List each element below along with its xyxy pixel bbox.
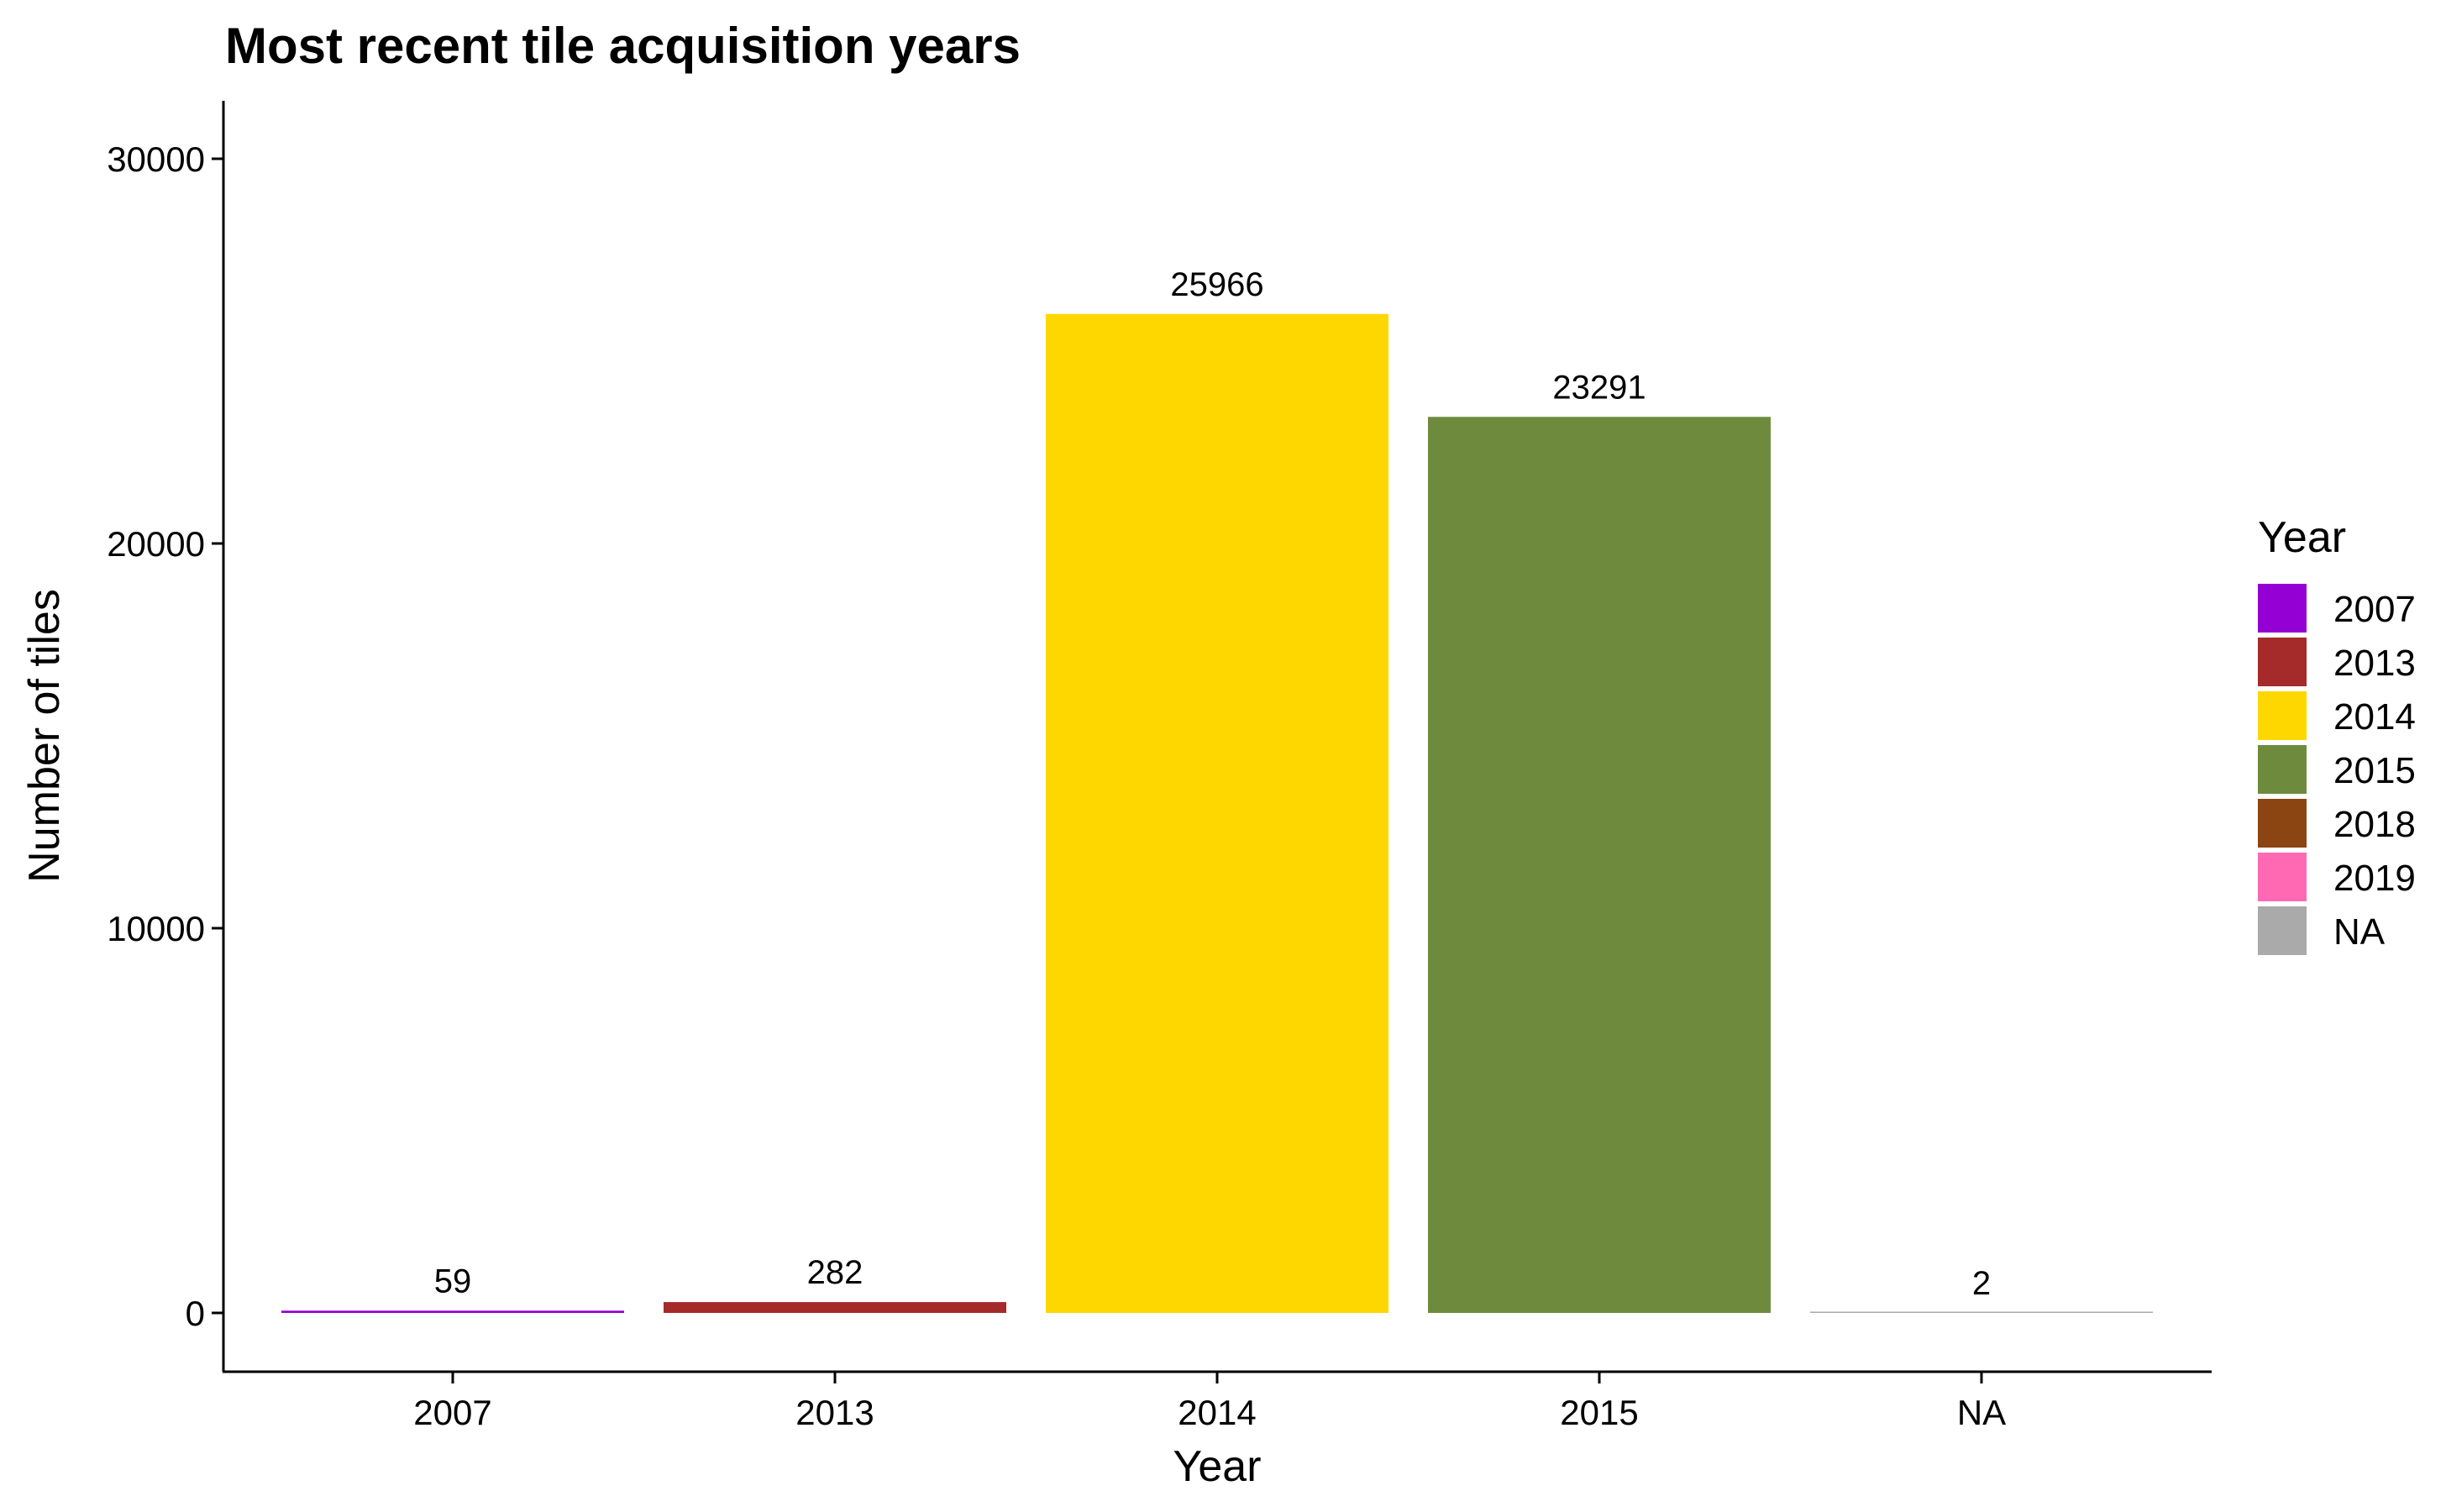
legend-label-2015: 2015 xyxy=(2333,750,2416,791)
chart-title: Most recent tile acquisition years xyxy=(225,18,1021,74)
x-tick-label-2014: 2014 xyxy=(1178,1393,1256,1432)
data-label-na: 2 xyxy=(1972,1265,1991,1302)
y-ticks: 0 10000 20000 30000 xyxy=(107,139,223,1333)
y-tick-label-0: 0 xyxy=(186,1294,205,1333)
data-label-2014: 25966 xyxy=(1170,266,1263,303)
legend-label-2013: 2013 xyxy=(2333,643,2416,684)
legend-swatch-2018 xyxy=(2258,799,2307,848)
y-tick-label-10000: 10000 xyxy=(107,909,205,948)
legend-swatch-2019 xyxy=(2258,853,2307,901)
legend-label-2014: 2014 xyxy=(2333,696,2416,738)
data-label-2015: 23291 xyxy=(1552,369,1646,406)
x-tick-label-na: NA xyxy=(1957,1393,2006,1432)
legend-swatch-2014 xyxy=(2258,691,2307,740)
bar-2014 xyxy=(1046,313,1388,1313)
data-label-2013: 282 xyxy=(807,1254,863,1291)
legend-label-na: NA xyxy=(2333,911,2386,953)
x-tick-label-2015: 2015 xyxy=(1560,1393,1638,1432)
y-axis-title: Number of tiles xyxy=(20,589,69,883)
legend-swatch-2013 xyxy=(2258,638,2307,686)
legend-swatch-na xyxy=(2258,906,2307,955)
legend-swatch-2015 xyxy=(2258,745,2307,794)
legend: Year 2007 2013 2014 2015 2018 2019 NA xyxy=(2258,513,2416,955)
legend-label-2007: 2007 xyxy=(2333,589,2416,630)
bar-2007 xyxy=(281,1310,624,1313)
data-label-2007: 59 xyxy=(434,1263,472,1299)
bar-na xyxy=(1810,1311,2153,1313)
bars xyxy=(281,313,2153,1313)
bar-labels: 59 282 25966 23291 2 xyxy=(434,266,1991,1302)
y-tick-label-30000: 30000 xyxy=(107,139,205,179)
bar-2013 xyxy=(664,1302,1006,1313)
x-tick-label-2013: 2013 xyxy=(795,1393,874,1432)
x-axis-title: Year xyxy=(1173,1442,1261,1491)
x-ticks: 2007 2013 2014 2015 NA xyxy=(413,1372,2006,1432)
legend-label-2019: 2019 xyxy=(2333,858,2416,899)
y-tick-label-20000: 20000 xyxy=(107,524,205,564)
legend-entries: 2007 2013 2014 2015 2018 2019 NA xyxy=(2258,584,2416,955)
x-tick-label-2007: 2007 xyxy=(413,1393,491,1432)
legend-title: Year xyxy=(2258,513,2346,562)
bar-2015 xyxy=(1428,417,1771,1313)
legend-swatch-2007 xyxy=(2258,584,2307,633)
legend-label-2018: 2018 xyxy=(2333,804,2416,845)
